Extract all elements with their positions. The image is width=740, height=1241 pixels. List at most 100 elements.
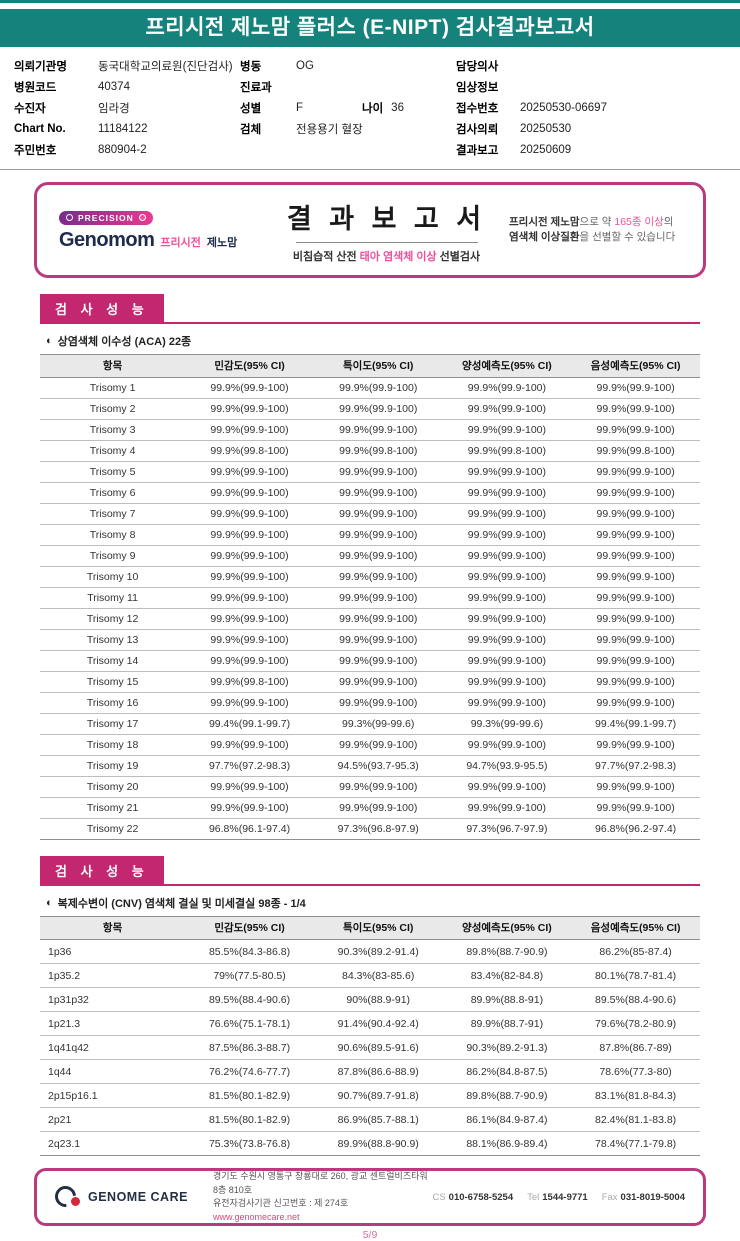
report-title-block: 결 과 보 고 서 비침습적 산전 태아 염색체 이상 선별검사 <box>287 197 486 264</box>
specificity-cell: 99.9%(99.9-100) <box>313 398 443 420</box>
item-cell: Trisomy 20 <box>40 776 186 798</box>
ppv-cell: 89.9%(88.8-91) <box>442 987 572 1012</box>
npv-cell: 99.9%(99.9-100) <box>571 398 700 420</box>
sensitivity-cell: 99.9%(99.9-100) <box>185 650 314 672</box>
contact-number: 031-8019-5004 <box>620 1191 685 1203</box>
npv-cell: 99.9%(99.8-100) <box>571 440 700 462</box>
field-report-date: 결과보고 20250609 <box>456 139 726 160</box>
patient-info-col2: 병동 OG 진료과 성별 F 나이 36 검체 전용용기 혈장 <box>240 55 452 160</box>
npv-cell: 99.9%(99.9-100) <box>571 797 700 819</box>
specificity-cell: 99.9%(99.9-100) <box>313 503 443 525</box>
npv-cell: 78.6%(77.3-80) <box>571 1059 700 1084</box>
specificity-cell: 87.8%(86.6-88.9) <box>313 1059 443 1084</box>
table-row: Trisomy 11 99.9%(99.9-100) 99.9%(99.9-10… <box>40 587 700 609</box>
ppv-cell: 99.9%(99.9-100) <box>442 587 572 609</box>
column-header: 특이도(95% CI) <box>313 354 443 378</box>
item-cell: Trisomy 7 <box>40 503 186 525</box>
ppv-cell: 99.9%(99.9-100) <box>442 797 572 819</box>
field-doctor: 담당의사 <box>456 55 726 76</box>
table-row: Trisomy 18 99.9%(99.9-100) 99.9%(99.9-10… <box>40 734 700 756</box>
ppv-cell: 99.9%(99.9-100) <box>442 650 572 672</box>
field-label: 담당의사 <box>456 60 499 73</box>
field-sex-age: 성별 F 나이 36 <box>240 97 452 118</box>
footer-contacts: CS 010-6758-5254 Tel 1544-9771 Fax 031-8019… <box>432 1192 685 1203</box>
field-resident-no: 주민번호 880904-2 <box>14 139 236 160</box>
ppv-cell: 88.1%(86.9-89.4) <box>442 1131 572 1156</box>
npv-cell: 83.1%(81.8-84.3) <box>571 1083 700 1108</box>
genome-care-name: GENOME CARE <box>88 1190 188 1204</box>
npv-cell: 99.9%(99.9-100) <box>571 608 700 630</box>
note-bold: 염색체 이상질환 <box>509 231 580 243</box>
table-row: 1q44 76.2%(74.6-77.7) 87.8%(86.6-88.9) 8… <box>40 1059 700 1084</box>
npv-cell: 99.9%(99.9-100) <box>571 734 700 756</box>
sensitivity-cell: 76.2%(74.6-77.7) <box>185 1059 314 1084</box>
specificity-cell: 99.9%(99.9-100) <box>313 734 443 756</box>
item-cell: Trisomy 12 <box>40 608 186 630</box>
table-row: Trisomy 7 99.9%(99.9-100) 99.9%(99.9-100… <box>40 503 700 525</box>
specificity-cell: 94.5%(93.7-95.3) <box>313 755 443 777</box>
genomom-logo: PRECISION Genomom 프리시전 제노맘 <box>59 208 264 252</box>
aca-subtitle: 상염색체 이수성 (ACA) 22종 <box>57 336 192 348</box>
table-row: Trisomy 9 99.9%(99.9-100) 99.9%(99.9-100… <box>40 545 700 567</box>
cnv-subtitle-row: ◐ 복제수변이 (CNV) 염색체 결실 및 미세결실 98종 - 1/4 <box>46 895 694 911</box>
table-row: 2p15p16.1 81.5%(80.1-82.9) 90.7%(89.7-91… <box>40 1083 700 1108</box>
field-value: 11184122 <box>98 122 148 135</box>
item-cell: Trisomy 16 <box>40 692 186 714</box>
sensitivity-cell: 99.9%(99.9-100) <box>185 797 314 819</box>
ppv-cell: 89.8%(88.7-90.9) <box>442 1083 572 1108</box>
sensitivity-cell: 99.9%(99.9-100) <box>185 398 314 420</box>
ppv-cell: 99.9%(99.8-100) <box>442 440 572 462</box>
item-cell: Trisomy 3 <box>40 419 186 441</box>
specificity-cell: 99.9%(99.9-100) <box>313 608 443 630</box>
brand-sub-pink: 프리시전 <box>160 236 201 249</box>
sensitivity-cell: 99.9%(99.9-100) <box>185 524 314 546</box>
item-cell: 1p36 <box>40 939 186 964</box>
badge-label: PRECISION <box>78 212 134 223</box>
sensitivity-cell: 99.9%(99.9-100) <box>185 776 314 798</box>
patient-info-panel: 의뢰기관명 동국대학교의료원(진단검사) 병원코드 40374 수진자 임라경 Cha… <box>0 47 740 170</box>
field-label: 나이 <box>362 102 384 115</box>
subtitle-prefix: 비침습적 산전 <box>292 250 360 263</box>
item-cell: Trisomy 15 <box>40 671 186 693</box>
item-cell: 1p35.2 <box>40 963 186 988</box>
npv-cell: 97.7%(97.2-98.3) <box>571 755 700 777</box>
brand-sub-dark: 제노맘 <box>206 236 238 249</box>
table-row: Trisomy 19 97.7%(97.2-98.3) 94.5%(93.7-9… <box>40 755 700 777</box>
cs-contact: CS 010-6758-5254 <box>432 1192 513 1203</box>
specificity-cell: 99.9%(99.9-100) <box>313 566 443 588</box>
aca-table-body: Trisomy 1 99.9%(99.9-100) 99.9%(99.9-100… <box>40 377 700 840</box>
sensitivity-cell: 99.9%(99.9-100) <box>185 692 314 714</box>
item-cell: 2q23.1 <box>40 1131 186 1156</box>
sensitivity-cell: 81.5%(80.1-82.9) <box>185 1107 314 1132</box>
ppv-cell: 86.1%(84.9-87.4) <box>442 1107 572 1132</box>
table-row: Trisomy 5 99.9%(99.9-100) 99.9%(99.9-100… <box>40 461 700 483</box>
specificity-cell: 99.9%(99.9-100) <box>313 377 443 399</box>
report-note: 프리시전 제노맘으로 약 165종 이상의 염색체 이상질환을 선별할 수 있습… <box>509 215 681 245</box>
npv-cell: 99.9%(99.9-100) <box>571 650 700 672</box>
brand-name: Genomom <box>59 228 155 251</box>
field-value: 40374 <box>98 80 130 93</box>
npv-cell: 99.9%(99.9-100) <box>571 419 700 441</box>
specificity-cell: 99.9%(99.9-100) <box>313 461 443 483</box>
ppv-cell: 90.3%(89.2-91.3) <box>442 1035 572 1060</box>
sensitivity-cell: 97.7%(97.2-98.3) <box>185 755 314 777</box>
report-subtitle: 비침습적 산전 태아 염색체 이상 선별검사 <box>287 248 486 264</box>
ppv-cell: 99.9%(99.9-100) <box>442 629 572 651</box>
field-label: 검사의뢰 <box>456 123 499 136</box>
sensitivity-cell: 99.9%(99.9-100) <box>185 629 314 651</box>
field-specimen: 검체 전용용기 혈장 <box>240 118 452 139</box>
aca-subtitle-row: ◐ 상염색체 이수성 (ACA) 22종 <box>46 333 694 349</box>
contact-label: Fax <box>601 1191 618 1203</box>
ppv-cell: 99.9%(99.9-100) <box>442 776 572 798</box>
ppv-cell: 89.8%(88.7-90.9) <box>442 939 572 964</box>
column-header: 항목 <box>40 916 186 940</box>
npv-cell: 99.9%(99.9-100) <box>571 671 700 693</box>
column-header: 특이도(95% CI) <box>313 916 443 940</box>
field-label: 진료과 <box>240 81 272 94</box>
item-cell: Trisomy 8 <box>40 524 186 546</box>
badge-dot-icon <box>66 214 73 222</box>
sensitivity-cell: 81.5%(80.1-82.9) <box>185 1083 314 1108</box>
ppv-cell: 89.9%(88.7-91) <box>442 1011 572 1036</box>
item-cell: Trisomy 1 <box>40 377 186 399</box>
column-header: 항목 <box>40 354 186 378</box>
